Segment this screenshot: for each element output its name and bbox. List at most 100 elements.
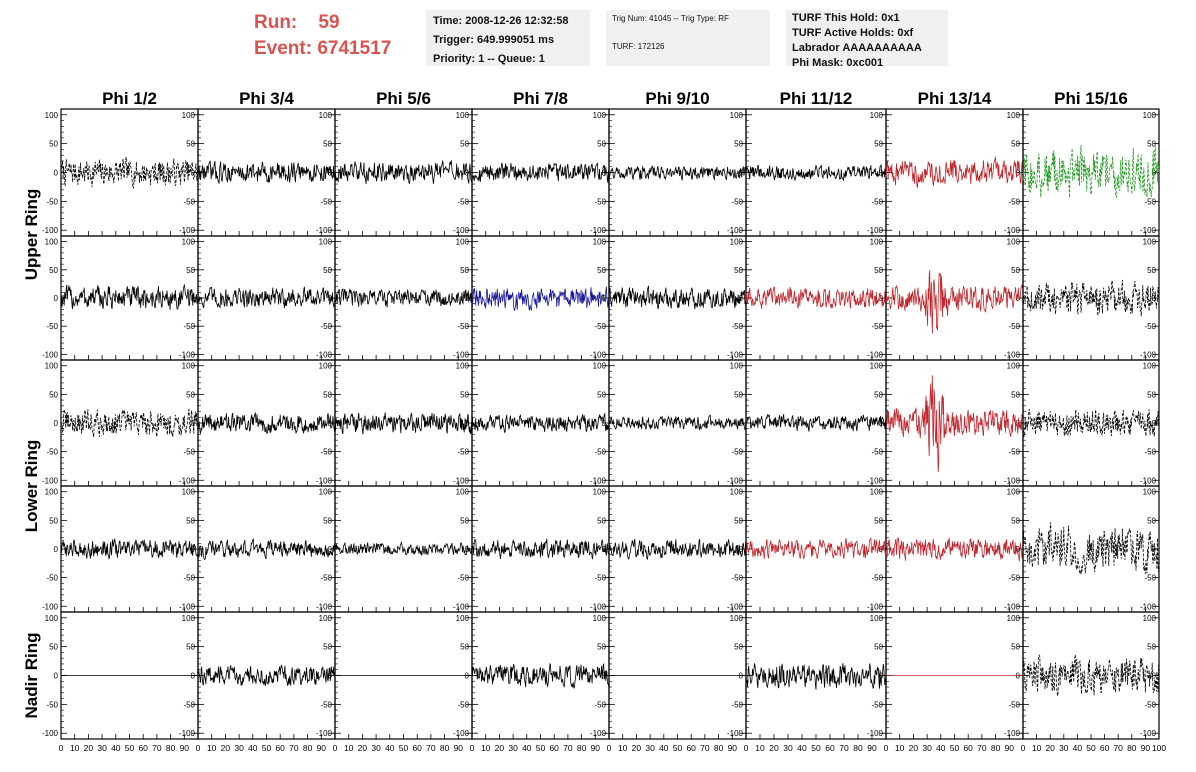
y-tick-label: -50 (594, 448, 606, 457)
waveform-series (885, 156, 1024, 189)
y-tick-label: 0 (54, 419, 59, 428)
x-tick-label: 60 (138, 743, 148, 753)
y-tick-label: 100 (870, 362, 884, 371)
y-tick-label: -50 (457, 700, 469, 709)
x-tick-label: 0 (884, 743, 889, 753)
x-tick-label: 50 (811, 743, 821, 753)
x-tick-label: 60 (1100, 743, 1110, 753)
x-tick-label: 50 (950, 743, 960, 753)
y-tick-label: -100 (590, 729, 607, 738)
y-tick-label: 0 (1152, 294, 1157, 303)
x-tick-label: 0 (470, 743, 475, 753)
y-tick-label: -100 (1140, 476, 1157, 485)
y-tick-label: 100 (1143, 238, 1157, 247)
time-info-box: Time: 2008-12-26 12:32:58 Trigger: 649.9… (426, 10, 590, 66)
x-tick-label: 60 (686, 743, 696, 753)
y-tick-label: 0 (739, 672, 744, 681)
waveform-series (471, 286, 610, 311)
y-tick-label: -50 (594, 700, 606, 709)
y-tick-label: 0 (328, 545, 333, 554)
y-tick-label: -100 (1140, 350, 1157, 359)
x-tick-label: 70 (563, 743, 573, 753)
y-tick-label: 50 (460, 140, 469, 149)
y-tick-label: -50 (183, 197, 195, 206)
y-tick-label: 100 (182, 362, 196, 371)
y-tick-label: 100 (456, 488, 470, 497)
y-tick-label: -100 (453, 729, 470, 738)
y-tick-label: -50 (594, 322, 606, 331)
y-tick-label: 50 (186, 140, 195, 149)
x-tick-label: 40 (385, 743, 395, 753)
y-tick-label: 100 (593, 488, 607, 497)
waveform-series (608, 165, 747, 182)
y-tick-label: 100 (730, 238, 744, 247)
y-tick-label: 0 (1016, 294, 1021, 303)
y-tick-label: 50 (734, 390, 743, 399)
y-tick-label: 100 (45, 488, 59, 497)
x-tick-label: 50 (673, 743, 683, 753)
waveform-series (197, 160, 336, 184)
column-title: Phi 9/10 (645, 89, 709, 108)
y-tick-label: -50 (1144, 700, 1156, 709)
x-tick-label: 80 (853, 743, 863, 753)
y-tick-label: 0 (879, 672, 884, 681)
y-tick-label: -100 (42, 226, 59, 235)
y-tick-label: -50 (1008, 574, 1020, 583)
ring-label: Nadir Ring (22, 633, 41, 719)
column-title: Phi 1/2 (102, 89, 157, 108)
y-tick-label: 100 (870, 614, 884, 623)
y-tick-label: 50 (460, 390, 469, 399)
trig-info-box: Trig Num: 41045 -- Trig Type: RF TURF: 1… (606, 10, 770, 66)
y-tick-label: 0 (465, 419, 470, 428)
y-tick-label: -50 (46, 197, 58, 206)
panel-frame (885, 485, 1024, 613)
waveform-series (885, 270, 1024, 334)
y-tick-label: 50 (597, 266, 606, 275)
y-tick-label: 100 (1143, 614, 1157, 623)
y-tick-label: 50 (49, 516, 58, 525)
y-tick-label: 50 (1147, 266, 1156, 275)
y-tick-label: -50 (320, 700, 332, 709)
y-tick-label: 100 (593, 238, 607, 247)
y-tick-label: 100 (1143, 488, 1157, 497)
y-tick-label: -50 (1144, 322, 1156, 331)
waveform-series (745, 537, 887, 560)
x-tick-label: 40 (936, 743, 946, 753)
y-tick-label: -100 (590, 350, 607, 359)
waveform-series (745, 163, 887, 182)
waveform-series (885, 375, 1024, 473)
x-tick-label: 80 (440, 743, 450, 753)
y-tick-label: 50 (734, 516, 743, 525)
waveform-series (745, 414, 887, 432)
waveform-series (471, 662, 610, 689)
y-tick-label: -100 (1140, 602, 1157, 611)
x-tick-label: 0 (333, 743, 338, 753)
y-tick-label: -100 (1140, 729, 1157, 738)
y-tick-label: 50 (874, 266, 883, 275)
waveform-series (471, 538, 610, 561)
y-tick-label: 50 (597, 390, 606, 399)
x-tick-label: 90 (180, 743, 190, 753)
y-tick-label: -50 (457, 448, 469, 457)
x-tick-label: 10 (207, 743, 217, 753)
y-tick-label: 0 (1016, 672, 1021, 681)
x-tick-label: 70 (1113, 743, 1123, 753)
x-tick-label: 60 (825, 743, 835, 753)
y-tick-label: -50 (871, 448, 883, 457)
event-header: Run: 59 Event: 6741517 Time: 2008-12-26 … (0, 0, 1196, 80)
waveform-series (1022, 654, 1160, 696)
y-tick-label: -100 (867, 729, 884, 738)
x-tick-label: 70 (152, 743, 162, 753)
x-tick-label: 20 (1045, 743, 1055, 753)
trig-num-text: Trig Num: 41045 -- Trig Type: RF (612, 14, 729, 23)
x-tick-label: 0 (196, 743, 201, 753)
y-tick-label: -50 (731, 322, 743, 331)
x-tick-label: 50 (536, 743, 546, 753)
panel-frame (608, 235, 747, 361)
y-tick-label: -100 (179, 226, 196, 235)
turf-hold-text: TURF This Hold: 0x1 (792, 12, 900, 24)
y-tick-label: 100 (870, 111, 884, 120)
y-tick-label: -100 (179, 602, 196, 611)
y-tick-label: 50 (597, 140, 606, 149)
waveform-series (197, 664, 336, 686)
